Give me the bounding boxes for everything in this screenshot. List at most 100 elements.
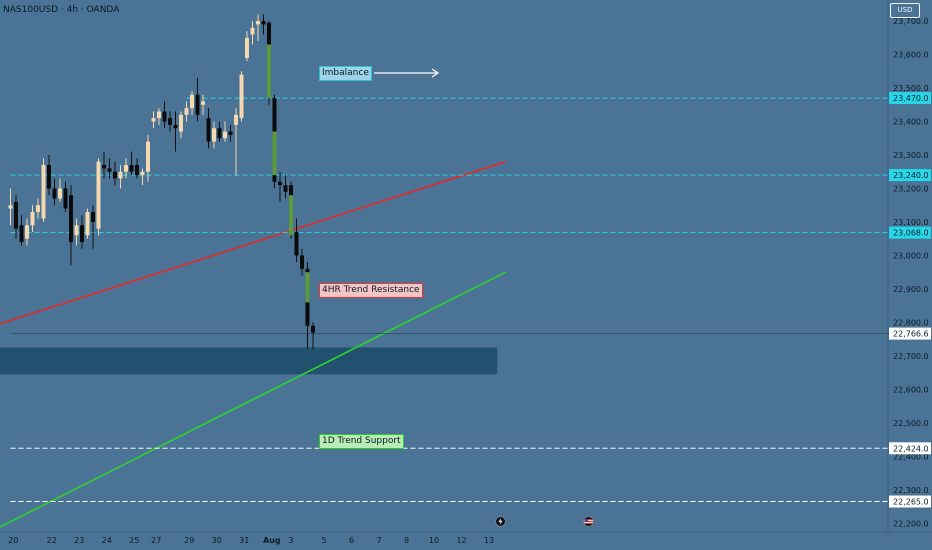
price-label-text: 22,766.6	[893, 330, 929, 339]
time-tick-label: 7	[376, 536, 381, 545]
imbalance-block	[289, 195, 293, 236]
price-tick-label: 23,200.0	[893, 184, 929, 193]
candle-body	[294, 232, 299, 256]
price-tick-label: 22,400.0	[893, 452, 929, 461]
candle-body	[190, 94, 194, 109]
trendline-support	[0, 271, 506, 528]
time-tick-label: 13	[484, 536, 494, 545]
candle-body	[217, 128, 222, 139]
time-tick-label: 29	[184, 536, 194, 545]
price-tick-label: 23,600.0	[893, 51, 929, 60]
candle-body	[151, 118, 156, 122]
demand-zone	[0, 347, 498, 375]
time-tick-label: 30	[212, 536, 222, 545]
candle-body	[201, 101, 205, 105]
time-tick-label: 8	[404, 536, 409, 545]
price-label-text: 22,424.0	[893, 444, 929, 453]
candle-body	[14, 201, 18, 229]
price-label-text: 23,068.0	[893, 229, 929, 238]
price-tick-label: 23,500.0	[893, 84, 929, 93]
price-tick-label: 22,500.0	[893, 419, 929, 428]
imbalance-label[interactable]: Imbalance	[319, 66, 372, 81]
candle-body	[250, 27, 255, 35]
imbalance-block	[267, 44, 271, 99]
candle-body	[36, 205, 40, 212]
earnings-icon[interactable]	[495, 516, 506, 527]
price-tick-label: 22,200.0	[893, 519, 929, 528]
candle-body	[245, 37, 249, 58]
time-tick-label: 22	[47, 536, 57, 545]
time-tick-label: Aug	[263, 536, 281, 545]
candle-body	[256, 21, 260, 25]
candle-layer	[8, 14, 315, 350]
price-tick-label: 22,900.0	[893, 285, 929, 294]
candle-body	[278, 181, 282, 186]
price-tick-label: 22,300.0	[893, 486, 929, 495]
time-tick-label: 24	[102, 536, 112, 545]
candle-body	[162, 111, 167, 122]
price-tick-label: 22,600.0	[893, 385, 929, 394]
candle-body	[41, 165, 46, 219]
demand-zone-layer	[0, 347, 498, 375]
price-tick-label: 23,100.0	[893, 218, 929, 227]
candle-body	[212, 128, 216, 142]
time-tick-label: 5	[321, 536, 326, 545]
trend-support-label[interactable]: 1D Trend Support	[319, 434, 404, 449]
candle-body	[8, 205, 13, 209]
time-tick-label: 6	[349, 536, 354, 545]
candle-body	[19, 225, 24, 243]
price-tick-label: 23,700.0	[893, 17, 929, 26]
price-tick-label: 23,400.0	[893, 118, 929, 127]
time-tick-label: 3	[288, 536, 293, 545]
candle-body	[239, 74, 244, 119]
candle-body	[124, 165, 128, 172]
time-tick-label: 27	[151, 536, 161, 545]
time-tick-label: 31	[239, 536, 249, 545]
time-tick-label: 20	[8, 536, 18, 545]
candle-body	[283, 185, 288, 192]
price-tick-label: 23,300.0	[893, 151, 929, 160]
candle-body	[135, 165, 139, 176]
candle-body	[52, 188, 57, 199]
price-label-box	[889, 495, 931, 508]
candle-body	[261, 21, 266, 25]
price-label-box	[889, 327, 931, 340]
symbol-title: NAS100USD · 4h · OANDA	[3, 5, 120, 15]
candle-body	[102, 165, 106, 169]
candle-body	[234, 114, 238, 125]
time-tick-label: 25	[129, 536, 139, 545]
us-flag-icon[interactable]	[583, 516, 594, 527]
candle-body	[96, 161, 101, 229]
price-label-box	[889, 226, 931, 239]
candle-body	[140, 171, 145, 176]
currency-button[interactable]: USD	[890, 3, 920, 18]
price-axis-bg	[888, 0, 932, 550]
candle-body	[311, 325, 315, 333]
candle-body	[206, 118, 211, 142]
time-tick-label: 10	[429, 536, 439, 545]
price-tick-label: 22,700.0	[893, 352, 929, 361]
candle-body	[74, 225, 79, 236]
candle-body	[30, 211, 35, 226]
candle-body	[107, 168, 112, 172]
time-tick-label: 23	[74, 536, 84, 545]
candle-body	[300, 255, 304, 269]
candle-body	[113, 171, 117, 179]
price-axis: 23,700.0 23,600.0 23,500.0 23,400.0 23,300.0…	[887, 0, 932, 550]
price-label-text: 23,470.0	[893, 94, 929, 103]
candle-body	[146, 141, 150, 172]
candle-body	[129, 165, 134, 172]
candle-body	[184, 108, 189, 115]
time-axis: 20 22 23 24 25 27 29 30 31 Aug 3 5 6 7 8 10 12 13	[0, 531, 932, 545]
price-label-text: 23,240.0	[893, 171, 929, 180]
price-tick-label: 23,000.0	[893, 251, 929, 260]
imbalance-arrow-layer	[374, 68, 440, 78]
price-label-box	[889, 442, 931, 455]
trend-resistance-label[interactable]: 4HR Trend Resistance	[319, 283, 423, 298]
candle-body	[91, 211, 95, 222]
trendline-layer	[0, 160, 506, 528]
price-level-layer	[10, 97, 888, 503]
candle-body	[63, 188, 68, 209]
